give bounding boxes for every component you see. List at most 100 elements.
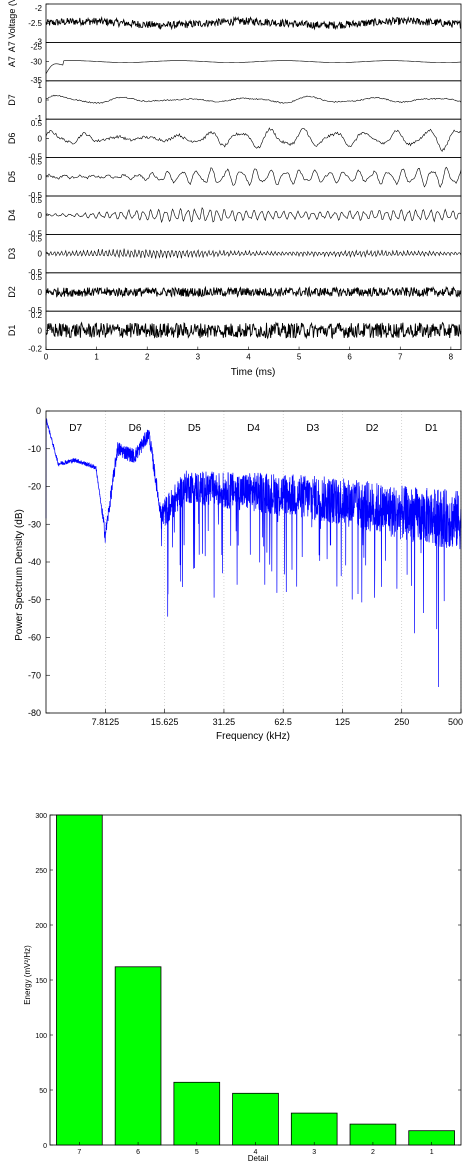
y-tick-label: -30 [30,58,42,67]
trace-d2 [45,285,462,298]
x-tick-label: 2 [371,1149,375,1156]
y-tick-label: 0 [36,406,41,416]
panel-d7: 1 0 -1 D7 [7,80,462,123]
y-tick-label: 100 [35,1033,47,1040]
y-tick-label: -0.5 [28,153,42,162]
y-tick-label: -2.5 [28,19,42,28]
band-label: D2 [366,423,379,434]
band-label: D7 [69,423,82,434]
panel-frame [45,80,462,120]
panel-d1: 0.2 0 -0.2 D1 [7,310,462,354]
y-tick-label: -70 [28,670,41,680]
x-tick-label: 5 [297,353,302,362]
x-tick-label: 5 [195,1149,199,1156]
x-tick-label: 250 [394,717,409,727]
y-tick-label: -0.5 [28,191,42,200]
y-tick-label: 0.2 [31,311,43,320]
x-tick-label: 1 [430,1149,434,1156]
x-tick-label: 7 [398,353,403,362]
x-tick-label: 4 [246,353,251,362]
y-tick-label: 0 [38,250,43,259]
x-tick-label: 3 [312,1149,316,1156]
energy-bar-chart: 7 6 5 4 3 2 1 0 50 100 150 200 250 300 Energy (mV²/Hz… [23,813,462,1163]
x-tick-label: 4 [254,1149,258,1156]
psd-line [45,418,462,688]
y-tick-label: -1 [35,114,43,123]
panel-label: D4 [7,209,17,221]
x-tick-label: 500 [448,717,463,727]
panel-label: D5 [7,171,17,183]
y-tick-label: -0.5 [28,229,42,238]
bar-detail-2 [349,1123,397,1146]
band-label: D5 [188,423,201,434]
power-spectrum-chart: D7 D6 D5 D4 D3 D2 D1 0 -10 -20 -30 -40 -50 -60 -70 -80 7… [14,406,463,742]
plot-area [46,411,461,713]
y-tick-label: 0 [38,211,43,220]
bar-detail-7 [56,814,103,1146]
y-tick-label: 0 [43,1143,47,1150]
y-tick-label: 200 [35,923,47,930]
trace-d1 [45,321,462,340]
x-tick-label: 2 [145,353,150,362]
trace-d5 [45,166,462,188]
band-label: D4 [247,423,260,434]
x-axis-title: Time (ms) [231,367,276,378]
y-tick-label: -60 [28,633,41,643]
x-tick-label: 8 [449,353,454,362]
panel-a7-voltage-v-: -2 -2.5 -3 A7 Voltage (V) [7,0,462,52]
y-tick-label: 0 [38,173,43,182]
panel-label: D6 [7,133,17,145]
panel-label: D2 [7,286,17,298]
panel-label: D7 [7,94,17,106]
y-tick-label: -25 [30,42,42,51]
trace-d7 [45,94,462,104]
trace-a7 [45,60,461,75]
y-axis-title: Energy (mV²/Hz) [23,945,32,1005]
y-tick-label: 0.5 [31,234,43,243]
y-tick-label: -0.5 [28,268,42,277]
bar-detail-6 [114,966,162,1146]
y-tick-label: -20 [28,482,41,492]
y-tick-label: 150 [35,978,47,985]
y-tick-label: -3 [35,37,43,46]
x-tick-label: 62.5 [274,717,292,727]
y-tick-label: 300 [35,813,47,820]
y-tick-label: 0.5 [31,273,43,282]
y-tick-label: -30 [28,519,41,529]
x-tick-label: 3 [196,353,201,362]
x-axis-title: Frequency (kHz) [216,731,290,742]
y-tick-label: 0 [38,134,43,143]
y-tick-label: 1 [38,81,43,90]
y-tick-label: -80 [28,708,41,718]
y-tick-label: 0 [38,96,43,105]
band-label: D1 [425,423,438,434]
x-tick-label: 7 [77,1149,81,1156]
panel-label: D1 [7,325,17,337]
wavelet-decomposition-chart: -2 -2.5 -3 A7 Voltage (V) -25 -30 -35 A7 1 0 -1 D7 0… [7,0,462,378]
bar-detail-4 [232,1092,279,1146]
x-tick-label: 1 [94,353,99,362]
panel-label: A7 Voltage (V) [7,0,17,52]
trace-d6 [45,127,462,152]
y-tick-label: 0 [38,326,43,335]
band-label: D6 [129,423,142,434]
x-tick-label: 7.8125 [92,717,120,727]
x-tick-label: 15.625 [151,717,179,727]
panel-d2: 0.5 0 -0.5 D2 [7,272,462,315]
bar-detail-5 [173,1081,221,1146]
panel-d6: 0.5 0 -0.5 D6 [7,118,462,162]
panel-label: A7 [7,56,17,67]
y-tick-label: 250 [35,868,47,875]
panel-d4: 0.5 0 -0.5 D4 [7,195,462,238]
y-tick-label: 0 [38,288,43,297]
y-tick-label: -35 [30,76,42,85]
trace-d3 [45,248,462,259]
panel-d5: 0.5 0 -0.5 D5 [7,157,462,200]
panel-frame [45,233,462,274]
x-tick-label: 6 [347,353,352,362]
y-tick-label: 0.5 [31,119,43,128]
y-tick-label: 50 [39,1088,47,1095]
y-tick-label: -10 [28,444,41,454]
x-tick-label: 0 [44,353,49,362]
